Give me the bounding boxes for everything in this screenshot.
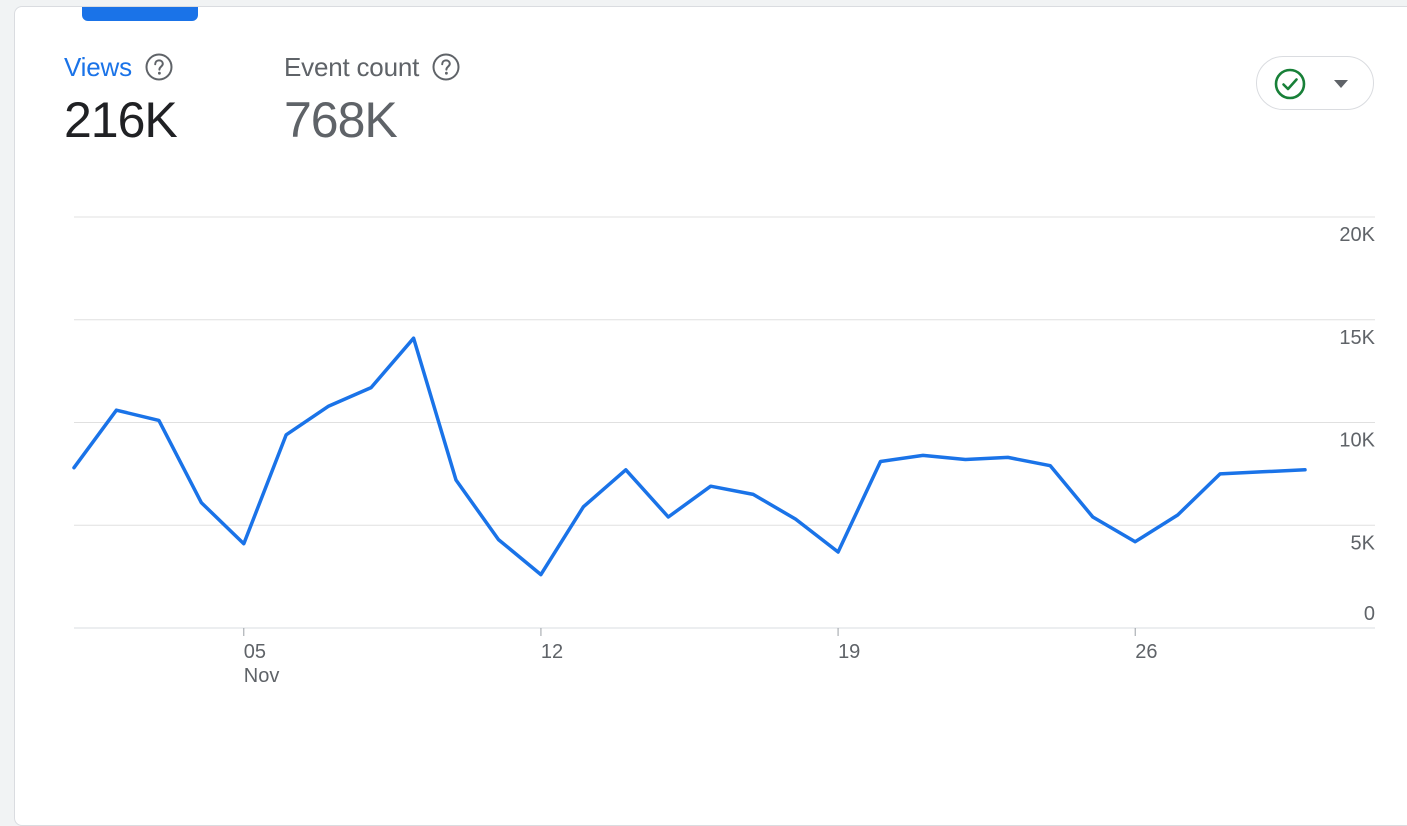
event-count-value: 768K [284, 92, 398, 148]
views-label: Views [64, 51, 132, 82]
views-label-row: Views [64, 50, 177, 84]
caret-down-icon [1334, 80, 1348, 88]
event-count-metric[interactable]: Event count 768K [284, 50, 461, 148]
event-count-label-row: Event count [284, 50, 461, 84]
views-value: 216K [64, 92, 178, 148]
check-circle-icon [1274, 68, 1306, 100]
metrics-card [14, 6, 1407, 826]
help-circle-icon[interactable] [144, 52, 174, 82]
event-count-label: Event count [284, 51, 420, 82]
status-dropdown-button[interactable] [1256, 56, 1374, 110]
views-metric[interactable]: Views 216K [64, 50, 178, 149]
help-circle-icon[interactable] [431, 52, 461, 82]
active-tab-indicator [82, 7, 198, 21]
